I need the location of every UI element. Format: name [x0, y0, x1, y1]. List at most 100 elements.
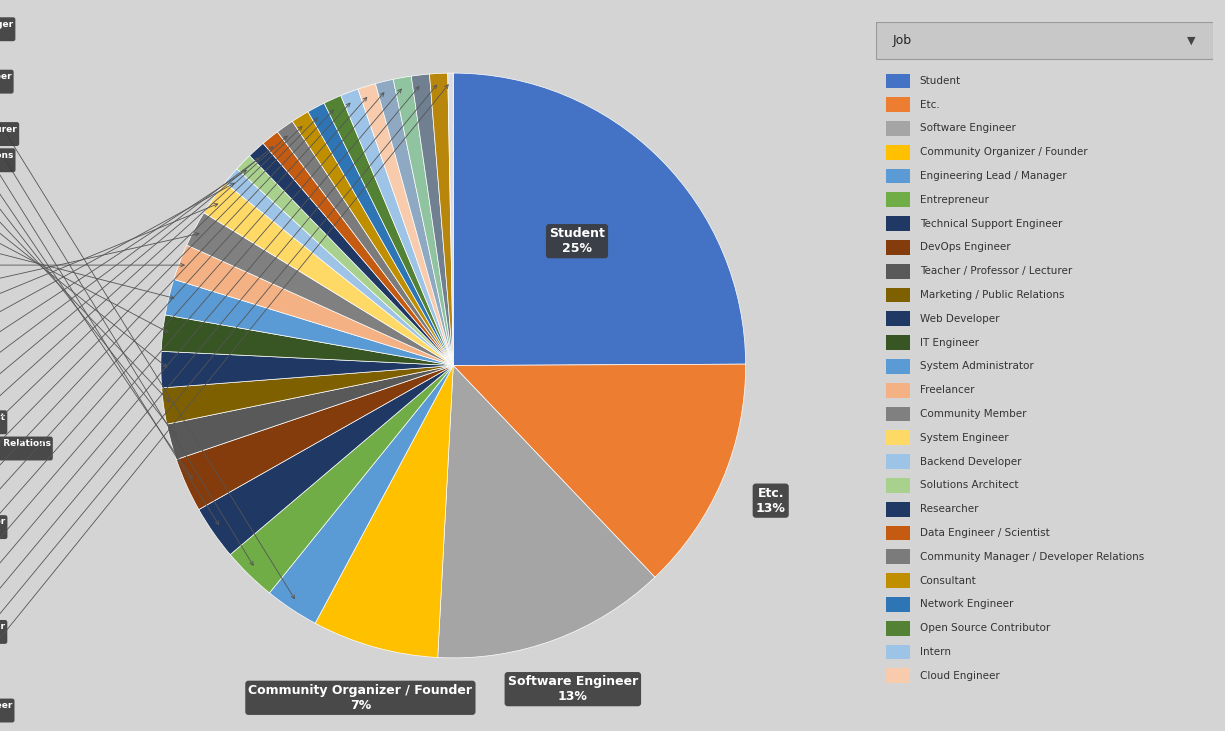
- Text: Community Manager / Developer Relations: Community Manager / Developer Relations: [920, 552, 1144, 562]
- Bar: [886, 192, 909, 208]
- Wedge shape: [453, 364, 746, 577]
- Bar: [886, 668, 909, 683]
- Text: Student
25%: Student 25%: [549, 227, 605, 255]
- Wedge shape: [167, 366, 453, 460]
- Wedge shape: [430, 73, 453, 366]
- Text: System Engineer: System Engineer: [920, 433, 1008, 443]
- Text: Engineering Lead / Manager: Engineering Lead / Manager: [920, 171, 1066, 181]
- Wedge shape: [341, 89, 453, 366]
- Text: Entrepreneur: Entrepreneur: [920, 195, 989, 205]
- Wedge shape: [160, 352, 453, 388]
- Text: Teacher / Professor / Lecturer: Teacher / Professor / Lecturer: [920, 266, 1072, 276]
- Text: Backend Developer
1%: Backend Developer 1%: [0, 183, 234, 353]
- Text: Marketing / Public Relations: Marketing / Public Relations: [920, 290, 1065, 300]
- Bar: [886, 454, 909, 469]
- Bar: [886, 431, 909, 445]
- Text: IT Engineer
2%: IT Engineer 2%: [0, 203, 168, 333]
- Bar: [886, 478, 909, 493]
- Text: Consultant: Consultant: [920, 575, 976, 586]
- Bar: [886, 502, 909, 517]
- Text: ▼: ▼: [1187, 36, 1196, 46]
- Bar: [886, 311, 909, 326]
- Wedge shape: [230, 366, 453, 593]
- Bar: [886, 573, 909, 588]
- Text: Technical Support Engineer
3%: Technical Support Engineer 3%: [0, 72, 219, 525]
- Wedge shape: [186, 213, 453, 366]
- Text: Student: Student: [920, 76, 960, 86]
- Wedge shape: [358, 83, 453, 366]
- Text: Engineering Lead / Manager
3%: Engineering Lead / Manager 3%: [0, 20, 294, 599]
- Wedge shape: [236, 156, 453, 366]
- Wedge shape: [277, 121, 453, 366]
- Wedge shape: [174, 245, 453, 366]
- Text: Marketing / Public Relations
2%: Marketing / Public Relations 2%: [0, 151, 170, 402]
- Text: Data Engineer / Scientist
1%: Data Engineer / Scientist 1%: [0, 147, 273, 432]
- Text: Network Engineer: Network Engineer: [920, 599, 1013, 610]
- Text: System Administrator: System Administrator: [920, 361, 1034, 371]
- Text: Software Architect
1%: Software Architect 1%: [0, 93, 383, 616]
- Text: Consultant
1%: Consultant 1%: [0, 126, 303, 485]
- Wedge shape: [250, 143, 453, 366]
- Wedge shape: [263, 132, 453, 366]
- Text: IoT / Embedded Engineer
1%: IoT / Embedded Engineer 1%: [0, 89, 402, 642]
- Wedge shape: [437, 366, 655, 658]
- Text: Web Developer
2%: Web Developer 2%: [0, 177, 167, 367]
- Text: Etc.
13%: Etc. 13%: [756, 487, 785, 515]
- Wedge shape: [162, 315, 453, 366]
- Wedge shape: [198, 366, 453, 555]
- Text: Cloud Engineer
1%: Cloud Engineer 1%: [0, 97, 366, 589]
- Bar: [886, 145, 909, 159]
- Text: Backend Developer: Backend Developer: [920, 457, 1022, 466]
- Wedge shape: [315, 366, 453, 657]
- Bar: [886, 264, 909, 279]
- Bar: [886, 216, 909, 231]
- Text: Teacher / Professor / Lecturer
2%: Teacher / Professor / Lecturer 2%: [0, 124, 178, 436]
- Text: Solutions Architect
1%: Solutions Architect 1%: [0, 170, 246, 379]
- Wedge shape: [412, 74, 453, 366]
- Bar: [886, 526, 909, 540]
- Bar: [886, 597, 909, 612]
- Text: Security Engineer
1%: Security Engineer 1%: [0, 86, 419, 668]
- Wedge shape: [225, 169, 453, 366]
- Wedge shape: [375, 80, 453, 366]
- Bar: [886, 169, 909, 183]
- Text: Operations Engineer
1%: Operations Engineer 1%: [0, 85, 436, 694]
- Text: Intern
1%: Intern 1%: [0, 103, 350, 563]
- Text: Freelancer
2%: Freelancer 2%: [0, 255, 184, 275]
- Bar: [886, 645, 909, 659]
- Text: Web Developer: Web Developer: [920, 314, 1000, 324]
- Text: DevOps Engineer: DevOps Engineer: [920, 243, 1011, 252]
- Bar: [886, 383, 909, 398]
- FancyBboxPatch shape: [876, 22, 1213, 59]
- Bar: [886, 621, 909, 636]
- Text: Community Manager / Developer Relations
1%: Community Manager / Developer Relations …: [0, 136, 287, 458]
- Text: Software Engineer
13%: Software Engineer 13%: [507, 675, 638, 703]
- Bar: [886, 359, 909, 374]
- Wedge shape: [203, 183, 453, 366]
- Text: IT Engineer: IT Engineer: [920, 338, 979, 348]
- Wedge shape: [165, 279, 453, 366]
- Text: Data Engineer / Scientist: Data Engineer / Scientist: [920, 528, 1050, 538]
- Text: Technical Support Engineer: Technical Support Engineer: [920, 219, 1062, 229]
- Wedge shape: [325, 96, 453, 366]
- Wedge shape: [293, 112, 453, 366]
- Text: System Engineer
2%: System Engineer 2%: [0, 204, 218, 327]
- Bar: [886, 121, 909, 136]
- Text: Researcher
1%: Researcher 1%: [0, 158, 260, 406]
- Bar: [886, 240, 909, 255]
- Text: Open Source Contributor: Open Source Contributor: [920, 624, 1050, 633]
- Text: Etc.: Etc.: [920, 99, 940, 110]
- Bar: [886, 97, 909, 112]
- Text: Cloud Engineer: Cloud Engineer: [920, 671, 1000, 681]
- Wedge shape: [270, 366, 453, 624]
- Text: Quality Assurance Engineer
0%: Quality Assurance Engineer 0%: [0, 85, 448, 720]
- Wedge shape: [393, 76, 453, 366]
- Text: Software Engineer: Software Engineer: [920, 124, 1016, 134]
- Text: System Administrator
2%: System Administrator 2%: [0, 229, 174, 299]
- Bar: [886, 336, 909, 350]
- Wedge shape: [453, 73, 746, 366]
- Text: Open Source Contributor
1%: Open Source Contributor 1%: [0, 110, 333, 537]
- Bar: [886, 74, 909, 88]
- Text: Community Organizer / Founder
7%: Community Organizer / Founder 7%: [249, 683, 473, 712]
- Text: Solutions Architect: Solutions Architect: [920, 480, 1018, 491]
